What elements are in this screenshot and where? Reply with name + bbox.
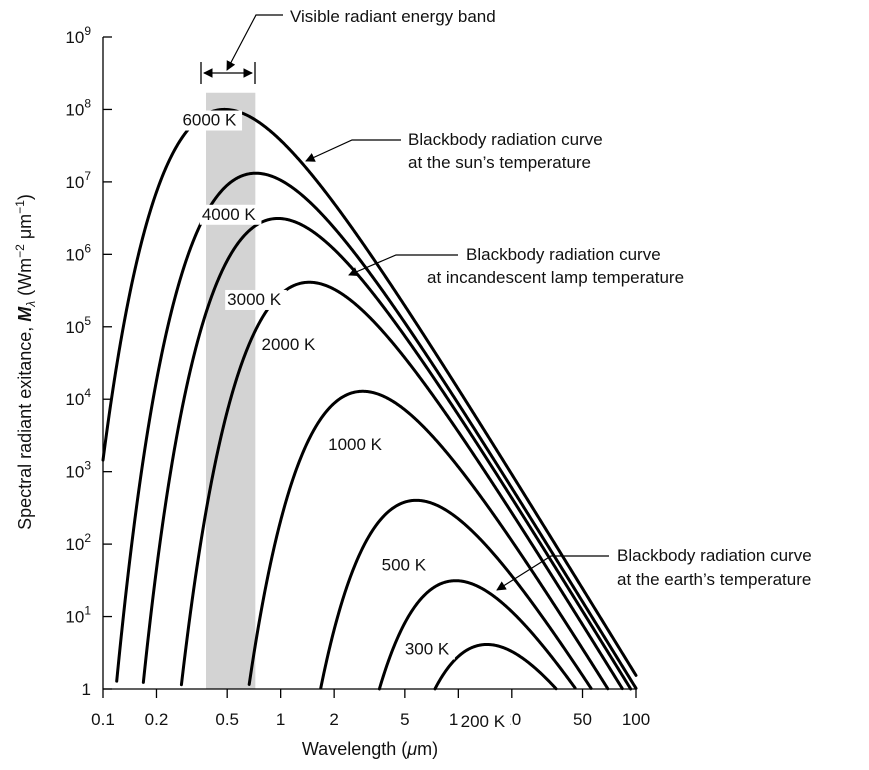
annotation-earth-line1: Blackbody radiation curve [617,546,812,565]
annotation-earth: Blackbody radiation curve at the earth’s… [496,546,812,591]
y-tick-label: 101 [65,604,91,627]
annotation-earth-leader [496,555,609,591]
annotation-visible-text: Visible radiant energy band [290,7,496,26]
x-tick-label: 2 [329,710,338,729]
x-tick-label: 1 [276,710,285,729]
x-tick-label: 0.2 [145,710,169,729]
curve-label-bg-3000k [225,289,287,310]
curves [101,107,638,691]
y-tick-label: 109 [65,24,91,47]
y-tick-label: 102 [65,531,91,554]
y-tick-label: 103 [65,459,91,482]
curve-label-200k: 200 K [461,712,506,731]
annotation-lamp-leader [348,254,458,277]
y-tick-label: 108 [65,96,91,119]
curve-label-2000k: 2000 K [261,335,316,354]
curve-200k [433,642,558,691]
annotation-lamp: Blackbody radiation curve at incandescen… [348,245,684,287]
annotation-lamp-line2: at incandescent lamp temperature [427,268,684,287]
x-ticks: 0.1 0.2 0.5 1 2 5 10 20 50 100 [91,689,650,729]
curve-label-300k: 300 K [405,639,450,658]
annotation-earth-line2: at the earth’s temperature [617,570,811,589]
curve-2000k [179,280,624,691]
curve-label-bg-4000k [199,204,262,225]
annotation-sun-line2: at the sun’s temperature [408,153,591,172]
curve-label-bg-200k [458,711,511,732]
x-tick-label: 50 [573,710,592,729]
annotation-visible-band: Visible radiant energy band [200,7,496,84]
y-axis-title: Spectral radiant exitance, Mλ (Wm−2 μm−1… [13,194,38,530]
y-ticks: 1 101 102 103 104 105 106 107 108 109 [65,24,112,699]
x-tick-label: 0.1 [91,710,115,729]
curve-label-3000k: 3000 K [227,290,282,309]
curve-label-500k: 500 K [382,556,427,575]
curve-label-bg-500k [379,555,432,576]
visible-band [206,92,256,690]
curve-labels: 6000 K 4000 K 3000 K 2000 K 1000 K 500 K 300 K… [180,110,511,732]
annotation-sun: Blackbody radiation curve at the sun’s t… [305,130,603,172]
y-tick-label: 104 [65,386,91,409]
curve-label-1000k: 1000 K [328,435,383,454]
x-tick-label: 0.5 [215,710,239,729]
curve-1000k [247,389,610,691]
y-tick-label: 105 [65,314,91,337]
annotation-sun-leader [305,139,401,162]
annotation-lamp-line1: Blackbody radiation curve [466,245,661,264]
annotation-visible-leader [226,14,283,71]
x-tick-label: 5 [400,710,409,729]
curve-label-bg-2000k [259,334,322,355]
x-tick-label: 100 [622,710,650,729]
y-tick-label: 1 [82,680,91,699]
annotation-sun-line1: Blackbody radiation curve [408,130,603,149]
curve-label-4000k: 4000 K [202,205,257,224]
curve-label-bg-1000k [326,434,388,455]
curve-label-bg-300k [402,639,455,660]
curve-label-bg-6000k [180,110,243,131]
y-tick-label: 107 [65,169,91,192]
curve-label-6000k: 6000 K [182,111,237,130]
curve-500k [319,498,593,690]
curve-3000k [141,216,633,691]
y-tick-label: 106 [65,241,91,264]
curve-300k [377,579,577,691]
x-axis-title: Wavelength (μm) [302,739,438,759]
